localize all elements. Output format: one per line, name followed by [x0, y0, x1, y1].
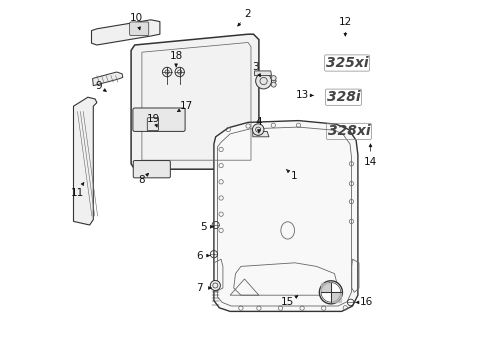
Text: 19: 19 — [147, 114, 160, 124]
Polygon shape — [252, 131, 268, 137]
Text: 328xi: 328xi — [327, 125, 369, 138]
Text: 3: 3 — [251, 62, 258, 72]
Text: 9: 9 — [95, 81, 102, 91]
Circle shape — [210, 280, 220, 291]
Circle shape — [270, 82, 276, 87]
Circle shape — [321, 283, 340, 302]
Circle shape — [270, 76, 276, 81]
Text: 16: 16 — [360, 297, 373, 307]
Text: 1: 1 — [290, 171, 297, 181]
FancyBboxPatch shape — [133, 108, 185, 131]
Text: 15: 15 — [281, 297, 294, 307]
Text: 6: 6 — [196, 251, 203, 261]
Text: 10: 10 — [130, 13, 143, 23]
FancyBboxPatch shape — [133, 161, 170, 178]
FancyBboxPatch shape — [129, 22, 148, 36]
Circle shape — [319, 281, 342, 304]
Text: 13: 13 — [295, 90, 308, 100]
Text: 325xi: 325xi — [325, 56, 367, 70]
Circle shape — [252, 124, 264, 135]
Text: 7: 7 — [196, 283, 203, 293]
Polygon shape — [254, 71, 271, 76]
Polygon shape — [92, 72, 122, 86]
Polygon shape — [131, 34, 258, 169]
Text: 14: 14 — [363, 157, 376, 167]
Text: 4: 4 — [255, 117, 262, 127]
Text: 12: 12 — [338, 17, 351, 27]
Polygon shape — [213, 121, 357, 311]
Polygon shape — [73, 97, 97, 225]
Text: 328i: 328i — [326, 90, 360, 104]
Text: 5: 5 — [200, 222, 206, 232]
Text: 17: 17 — [180, 101, 193, 111]
FancyBboxPatch shape — [147, 118, 158, 131]
Circle shape — [255, 73, 271, 89]
Text: 8: 8 — [138, 175, 145, 185]
Polygon shape — [91, 20, 160, 45]
Text: 2: 2 — [244, 9, 250, 19]
Text: 18: 18 — [169, 51, 183, 61]
Polygon shape — [260, 77, 276, 85]
Text: 11: 11 — [70, 188, 83, 198]
